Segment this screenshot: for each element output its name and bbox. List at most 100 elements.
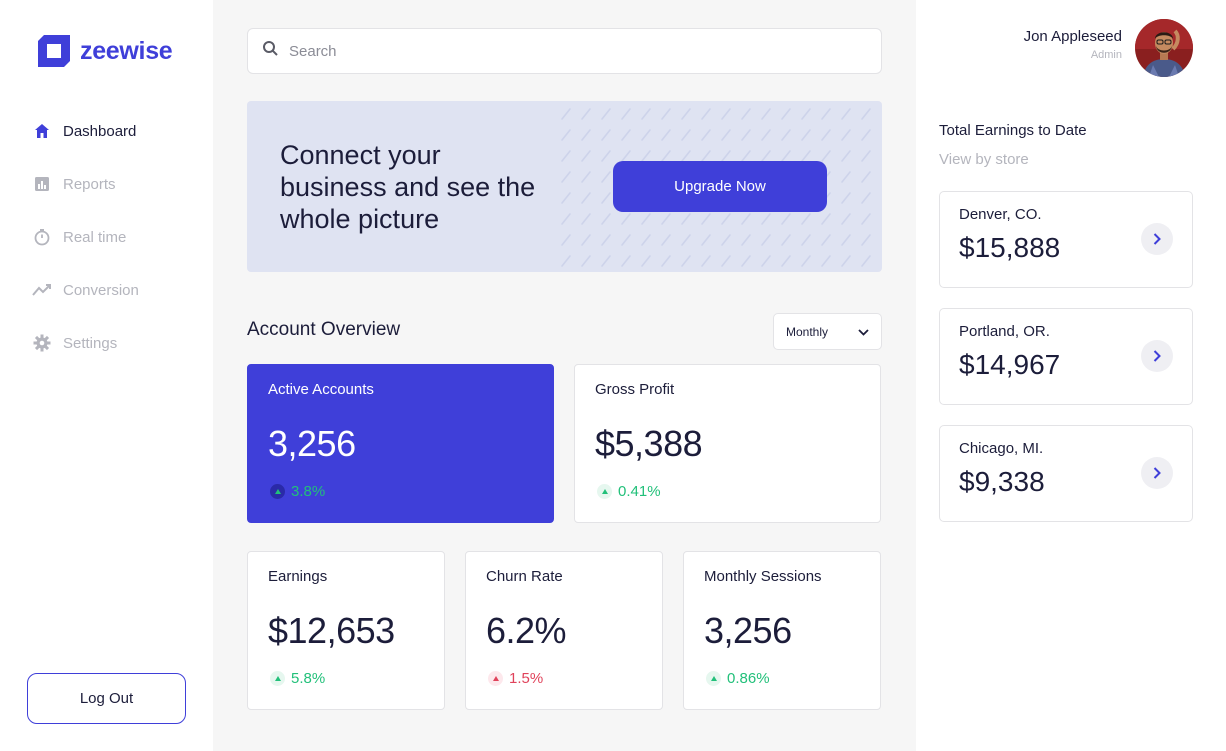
- stat-card-gross-profit[interactable]: Gross Profit $5,388 0.41%: [574, 364, 881, 523]
- stat-card-delta-value: 1.5%: [509, 670, 544, 687]
- stat-card-value: 3,256: [704, 610, 792, 651]
- pattern-dash: [621, 129, 631, 141]
- logout-button[interactable]: Log Out: [27, 673, 186, 724]
- pattern-dash: [561, 234, 571, 246]
- sidebar-item-label: Reports: [63, 175, 116, 193]
- trend-line-icon: [32, 280, 52, 300]
- pattern-dash: [621, 108, 631, 120]
- pattern-dash: [861, 213, 871, 225]
- chevron-right-icon[interactable]: [1141, 340, 1173, 372]
- store-card-chicago[interactable]: Chicago, MI. $9,338: [939, 425, 1193, 522]
- pattern-dash: [601, 234, 611, 246]
- pattern-dash: [781, 213, 791, 225]
- pattern-dash: [601, 171, 611, 183]
- pattern-dash: [621, 150, 631, 162]
- store-card-portland[interactable]: Portland, OR. $14,967: [939, 308, 1193, 405]
- sidebar-item-reports[interactable]: Reports: [32, 171, 139, 197]
- period-select-value: Monthly: [786, 324, 829, 339]
- bar-chart-icon: [32, 174, 52, 194]
- search-bar[interactable]: [247, 28, 882, 74]
- pattern-dash: [741, 108, 751, 120]
- sidebar-item-real-time[interactable]: Real time: [32, 224, 139, 250]
- section-title: Account Overview: [247, 319, 401, 340]
- pattern-dash: [621, 255, 631, 267]
- pattern-dash: [601, 129, 611, 141]
- pattern-dash: [801, 234, 811, 246]
- stat-card-title: Monthly Sessions: [704, 568, 822, 585]
- pattern-dash: [601, 213, 611, 225]
- pattern-dash: [761, 234, 771, 246]
- pattern-dash: [821, 213, 831, 225]
- pattern-dash: [781, 129, 791, 141]
- pattern-dash: [761, 108, 771, 120]
- main-content: Connect your business and see the whole …: [213, 0, 916, 751]
- sidebar-item-conversion[interactable]: Conversion: [32, 277, 139, 303]
- pattern-dash: [641, 108, 651, 120]
- pattern-dash: [841, 129, 851, 141]
- stat-card-churn-rate[interactable]: Churn Rate 6.2% 1.5%: [465, 551, 663, 710]
- pattern-dash: [561, 213, 571, 225]
- pattern-dash: [561, 171, 571, 183]
- pattern-dash: [721, 150, 731, 162]
- pattern-dash: [801, 255, 811, 267]
- pattern-dash: [781, 150, 791, 162]
- sidebar-item-dashboard[interactable]: Dashboard: [32, 118, 139, 144]
- pattern-dash: [781, 255, 791, 267]
- pattern-dash: [701, 255, 711, 267]
- pattern-dash: [741, 234, 751, 246]
- trend-up-icon: [270, 671, 285, 686]
- pattern-dash: [581, 192, 591, 204]
- pattern-dash: [681, 255, 691, 267]
- stat-card-value: 3,256: [268, 423, 356, 464]
- search-input[interactable]: [289, 42, 849, 60]
- search-icon: [262, 40, 279, 62]
- pattern-dash: [701, 150, 711, 162]
- trend-up-icon: [488, 671, 503, 686]
- upgrade-button[interactable]: Upgrade Now: [613, 161, 827, 212]
- pattern-dash: [581, 213, 591, 225]
- pattern-dash: [641, 129, 651, 141]
- pattern-dash: [581, 255, 591, 267]
- brand-logo[interactable]: zeewise: [38, 35, 173, 67]
- pattern-dash: [561, 255, 571, 267]
- brand-name: zeewise: [80, 36, 173, 65]
- promo-banner: Connect your business and see the whole …: [247, 101, 882, 272]
- sidebar-item-settings[interactable]: Settings: [32, 330, 139, 356]
- pattern-dash: [621, 234, 631, 246]
- pattern-dash: [701, 108, 711, 120]
- pattern-dash: [721, 108, 731, 120]
- pattern-dash: [581, 108, 591, 120]
- pattern-dash: [641, 150, 651, 162]
- sidebar-item-label: Settings: [63, 334, 118, 352]
- pattern-dash: [681, 213, 691, 225]
- pattern-dash: [721, 213, 731, 225]
- pattern-dash: [661, 234, 671, 246]
- pattern-dash: [581, 150, 591, 162]
- banner-text: Connect your business and see the whole …: [280, 140, 536, 234]
- pattern-dash: [861, 255, 871, 267]
- period-select[interactable]: Monthly: [773, 313, 882, 350]
- pattern-dash: [781, 108, 791, 120]
- pattern-dash: [661, 255, 671, 267]
- store-card-denver[interactable]: Denver, CO. $15,888: [939, 191, 1193, 288]
- pattern-dash: [801, 150, 811, 162]
- earnings-subtitle: View by store: [939, 151, 1029, 168]
- chevron-right-icon[interactable]: [1141, 457, 1173, 489]
- pattern-dash: [841, 213, 851, 225]
- stat-card-monthly-sessions[interactable]: Monthly Sessions 3,256 0.86%: [683, 551, 881, 710]
- pattern-dash: [801, 129, 811, 141]
- pattern-dash: [761, 213, 771, 225]
- pattern-dash: [861, 234, 871, 246]
- pattern-dash: [861, 171, 871, 183]
- stat-card-active-accounts[interactable]: Active Accounts 3,256 3.8%: [247, 364, 554, 523]
- store-name: Denver, CO.: [959, 206, 1042, 223]
- stat-card-earnings[interactable]: Earnings $12,653 5.8%: [247, 551, 445, 710]
- store-earnings: $14,967: [959, 349, 1061, 380]
- pattern-dash: [661, 150, 671, 162]
- stat-card-delta-value: 0.86%: [727, 670, 770, 687]
- chevron-right-icon[interactable]: [1141, 223, 1173, 255]
- pattern-dash: [761, 150, 771, 162]
- pattern-dash: [861, 129, 871, 141]
- pattern-dash: [761, 255, 771, 267]
- avatar[interactable]: [1135, 19, 1193, 77]
